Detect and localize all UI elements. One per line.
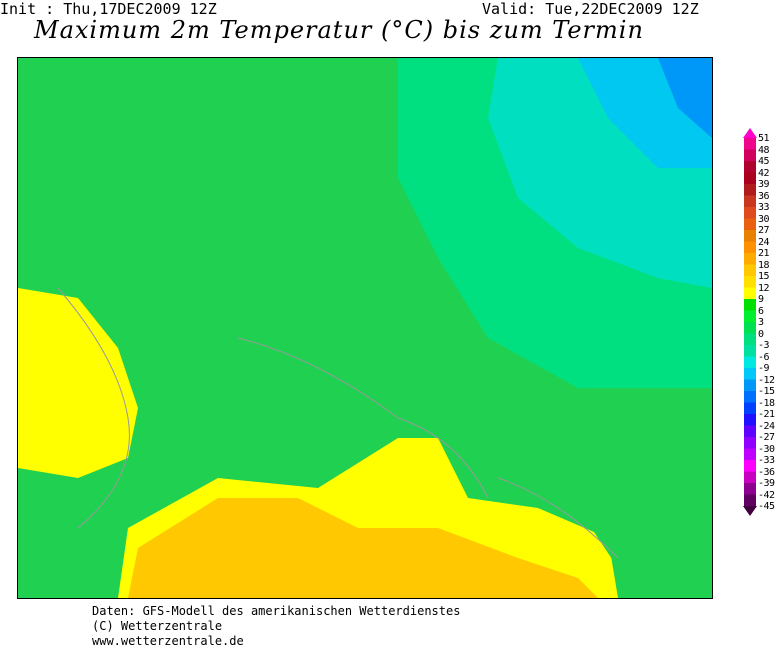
legend-label: 15 <box>758 271 770 282</box>
legend-swatch <box>744 483 756 495</box>
field-warm-west <box>18 288 138 478</box>
legend-swatch <box>744 322 756 334</box>
legend-swatch <box>744 218 756 230</box>
legend-swatch <box>744 333 756 345</box>
legend-label: -42 <box>758 489 775 501</box>
legend-swatch <box>744 253 756 265</box>
legend-label: 30 <box>758 213 770 225</box>
legend-swatch <box>744 494 756 506</box>
legend-swatch <box>744 264 756 276</box>
legend-swatch <box>744 345 756 357</box>
source-credits: Daten: GFS-Modell des amerikanischen Wet… <box>92 604 460 649</box>
legend-swatch <box>744 448 756 460</box>
legend-top-arrow <box>743 128 757 138</box>
legend-label: -3 <box>758 340 770 351</box>
legend-label: -30 <box>758 443 775 455</box>
source-line: Daten: GFS-Modell des amerikanischen Wet… <box>92 604 461 618</box>
legend-label: 21 <box>758 248 770 259</box>
legend-label: 12 <box>758 282 770 294</box>
legend-label: 42 <box>758 167 770 179</box>
legend-label: 48 <box>758 144 770 156</box>
coastline <box>57 287 619 559</box>
legend-swatch <box>744 241 756 253</box>
legend-swatch <box>744 471 756 483</box>
website-line: www.wetterzentrale.de <box>92 634 244 648</box>
legend-swatch <box>744 195 756 207</box>
legend-label: -15 <box>758 386 775 397</box>
legend-swatch <box>744 425 756 437</box>
legend-label: -27 <box>758 432 775 443</box>
legend-label: -6 <box>758 351 770 363</box>
legend-label: -24 <box>758 420 775 432</box>
legend-label: 9 <box>758 294 764 305</box>
field-green-southeast <box>578 438 712 598</box>
legend-swatch <box>744 368 756 380</box>
legend-label: 27 <box>758 225 770 236</box>
legend-label: 45 <box>758 156 770 167</box>
legend-swatch <box>744 230 756 242</box>
legend-label: 39 <box>758 179 770 190</box>
legend-swatch <box>744 437 756 449</box>
legend-swatch <box>744 207 756 219</box>
legend-swatch <box>744 138 756 150</box>
copyright-line: (C) Wetterzentrale <box>92 619 223 633</box>
legend-swatch <box>744 356 756 368</box>
legend-swatch <box>744 184 756 196</box>
init-time: Init : Thu,17DEC2009 12Z <box>0 0 217 18</box>
legend-label: 51 <box>758 133 770 144</box>
legend-swatch <box>744 460 756 472</box>
legend-label: -45 <box>758 501 775 512</box>
field-coldest-region <box>658 58 712 138</box>
legend-label: -9 <box>758 363 770 374</box>
legend-swatch <box>744 299 756 311</box>
legend-label: 3 <box>758 317 764 328</box>
legend-label: -21 <box>758 409 775 420</box>
legend-swatch <box>744 276 756 288</box>
legend-label: 24 <box>758 236 770 248</box>
legend-swatch <box>744 402 756 414</box>
legend-swatch <box>744 391 756 403</box>
legend-swatch <box>744 379 756 391</box>
legend-label: 0 <box>758 328 764 340</box>
legend-label: 36 <box>758 190 770 202</box>
legend-label: -39 <box>758 478 775 489</box>
legend-bottom-arrow <box>743 506 757 516</box>
legend-label: -12 <box>758 374 775 386</box>
legend-swatch <box>744 172 756 184</box>
legend-swatch <box>744 310 756 322</box>
field-hot-south <box>128 498 598 598</box>
legend-swatch <box>744 414 756 426</box>
legend-swatch <box>744 149 756 161</box>
temperature-map <box>17 57 713 599</box>
valid-time: Valid: Tue,22DEC2009 12Z <box>482 0 699 18</box>
legend-label: -36 <box>758 466 775 478</box>
legend-label: 6 <box>758 305 764 317</box>
legend-bar <box>743 128 757 516</box>
legend-label: -33 <box>758 455 775 466</box>
legend-label: 33 <box>758 202 770 213</box>
legend-swatch <box>744 287 756 299</box>
legend-label: -18 <box>758 397 775 409</box>
legend-swatch <box>744 161 756 173</box>
legend-label: 18 <box>758 259 770 271</box>
map-title: Maximum 2m Temperatur (°C) bis zum Termi… <box>34 16 644 44</box>
